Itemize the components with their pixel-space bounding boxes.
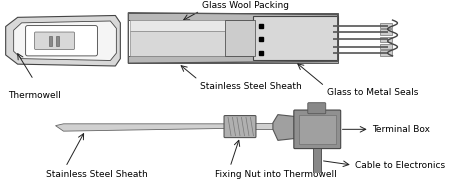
Bar <box>253 16 337 60</box>
Bar <box>380 29 392 35</box>
Bar <box>313 148 321 173</box>
Text: Stainless Steel Sheath: Stainless Steel Sheath <box>200 82 302 91</box>
Bar <box>130 31 225 56</box>
Polygon shape <box>225 20 255 56</box>
Bar <box>130 20 225 31</box>
FancyBboxPatch shape <box>35 32 74 50</box>
FancyBboxPatch shape <box>308 103 326 114</box>
Bar <box>380 44 392 50</box>
Bar <box>380 37 392 42</box>
Polygon shape <box>14 21 116 60</box>
FancyBboxPatch shape <box>26 26 98 56</box>
Bar <box>380 50 392 56</box>
Text: Glass Wool Packing: Glass Wool Packing <box>202 1 289 10</box>
Bar <box>48 36 52 46</box>
Polygon shape <box>273 115 295 140</box>
Text: Glass to Metal Seals: Glass to Metal Seals <box>327 88 418 97</box>
FancyBboxPatch shape <box>294 110 341 149</box>
Bar <box>55 36 58 46</box>
Polygon shape <box>55 124 225 131</box>
Polygon shape <box>6 15 120 66</box>
FancyBboxPatch shape <box>224 116 256 138</box>
Bar <box>128 56 337 63</box>
Text: Thermowell: Thermowell <box>8 91 61 100</box>
Text: Stainless Steel Sheath: Stainless Steel Sheath <box>46 170 147 179</box>
Text: Ceramic: Ceramic <box>185 40 223 49</box>
Bar <box>380 23 392 28</box>
Text: Fixing Nut into Thermowell: Fixing Nut into Thermowell <box>215 170 337 179</box>
Bar <box>299 115 336 144</box>
Text: Cable to Electronics: Cable to Electronics <box>355 161 445 170</box>
Bar <box>255 123 273 129</box>
Text: Terminal Box: Terminal Box <box>372 125 429 134</box>
Bar <box>128 13 337 20</box>
